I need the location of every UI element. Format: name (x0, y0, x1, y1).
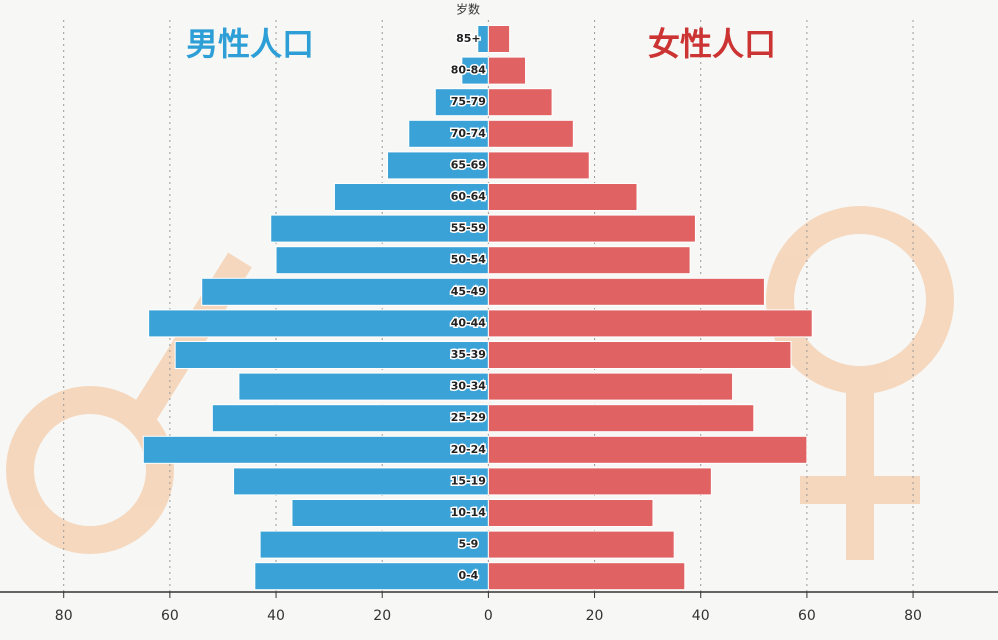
bar (238, 372, 489, 401)
bar (233, 467, 489, 496)
bar (487, 309, 813, 338)
bar (487, 119, 574, 148)
category-label: 55-59 (451, 222, 486, 235)
category-label: 80-84 (451, 64, 487, 77)
legend-label: 男性人口 (186, 25, 314, 63)
x-tick-label: 60 (161, 608, 179, 624)
category-label: 85+ (456, 32, 481, 45)
bar (254, 562, 489, 591)
bar (487, 56, 527, 85)
category-label: 65-69 (451, 158, 486, 171)
x-tick-label: 60 (798, 608, 816, 624)
category-label: 30-34 (451, 380, 487, 393)
bar (211, 404, 489, 433)
category-label: 50-54 (451, 253, 487, 266)
bar (387, 151, 489, 180)
bar (291, 499, 489, 527)
bar (487, 88, 553, 117)
bar (142, 435, 489, 464)
bar (487, 341, 792, 369)
bar (487, 25, 511, 53)
category-label: 35-39 (451, 348, 486, 361)
bar (487, 435, 808, 464)
bar (487, 277, 765, 306)
legend-label: 女性人口 (648, 25, 776, 63)
category-label: 20-24 (451, 443, 487, 456)
bar (270, 214, 489, 243)
x-tick-label: 20 (586, 608, 604, 624)
bar (487, 404, 755, 433)
x-tick-label: 0 (484, 608, 493, 624)
bar (333, 183, 489, 211)
bar (487, 372, 734, 401)
category-label: 10-14 (451, 506, 487, 519)
bar (487, 562, 686, 591)
x-tick-label: 80 (904, 608, 922, 624)
bar (487, 214, 696, 243)
category-label: 75-79 (451, 95, 486, 108)
bar (487, 151, 590, 180)
bar (148, 309, 489, 338)
x-tick-label: 20 (373, 608, 391, 624)
bar (487, 530, 675, 559)
category-label: 0-4 (458, 569, 478, 582)
y-axis-title: 岁数 (456, 2, 480, 17)
bar (201, 277, 489, 306)
bar (259, 530, 489, 559)
x-tick-label: 40 (267, 608, 285, 624)
bar (275, 246, 489, 275)
bar (174, 341, 489, 369)
category-label: 25-29 (451, 411, 486, 424)
bar (487, 246, 691, 275)
bar (487, 499, 654, 527)
category-label: 70-74 (451, 127, 487, 140)
bar (487, 183, 638, 211)
category-label: 60-64 (451, 190, 487, 203)
x-tick-label: 80 (55, 608, 73, 624)
bar (408, 119, 489, 148)
x-tick-label: 40 (692, 608, 710, 624)
category-label: 45-49 (451, 285, 486, 298)
category-label: 15-19 (451, 474, 486, 487)
bar (487, 467, 712, 496)
category-label: 40-44 (451, 316, 487, 329)
category-label: 5-9 (458, 538, 478, 551)
